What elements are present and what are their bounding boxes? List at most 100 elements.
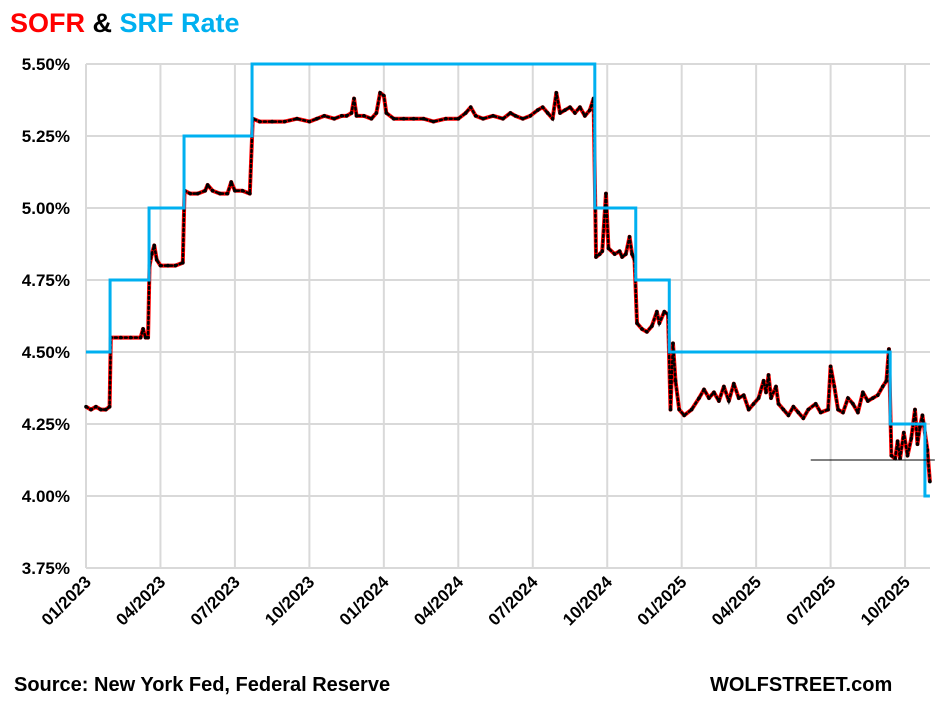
sofr-point — [138, 335, 143, 340]
sofr-point — [697, 396, 701, 400]
sofr-point — [624, 252, 628, 256]
sofr-point — [558, 111, 562, 115]
sofr-point — [468, 105, 473, 109]
source-note: Source: New York Fed, Federal Reserve — [14, 674, 391, 696]
sofr-point — [210, 188, 215, 193]
sofr-point — [597, 252, 602, 256]
sofr-point — [905, 453, 910, 458]
sofr-point — [657, 321, 662, 326]
sofr-point — [689, 407, 694, 412]
y-tick-label: 5.00% — [22, 199, 70, 218]
sofr-point — [736, 396, 741, 400]
sofr-point — [620, 255, 624, 259]
sofr-point — [915, 442, 920, 446]
sofr-point — [776, 402, 781, 406]
x-tick-label: 07/2024 — [485, 572, 542, 629]
sofr-point — [362, 114, 366, 118]
sofr-point — [391, 116, 396, 121]
sofr-point — [732, 381, 736, 386]
sofr-point — [682, 413, 686, 418]
sofr-point — [769, 396, 773, 400]
sofr-point — [677, 407, 681, 412]
sofr-point — [617, 249, 622, 253]
sofr-point — [508, 111, 513, 115]
sofr-point — [832, 384, 837, 389]
sofr-point — [707, 396, 711, 400]
sofr-point — [180, 260, 185, 265]
sofr-point — [583, 114, 587, 118]
sofr-point — [205, 183, 210, 187]
sofr-point — [766, 373, 771, 377]
sofr-point — [444, 116, 448, 121]
sofr-point — [240, 188, 245, 193]
sofr-point — [578, 105, 582, 109]
sofr-point — [84, 404, 88, 409]
sofr-point — [481, 116, 485, 121]
sofr-point — [421, 116, 426, 121]
sofr-point — [645, 330, 649, 334]
y-tick-label: 3.75% — [22, 559, 70, 578]
sofr-point — [928, 479, 932, 484]
sofr-point — [612, 252, 617, 256]
sofr-point — [727, 399, 731, 403]
sofr-point — [861, 390, 865, 395]
sofr-point — [640, 327, 644, 331]
sofr-point — [856, 410, 860, 415]
sofr-point — [282, 119, 287, 124]
sofr-point — [741, 393, 746, 398]
sofr-point — [702, 387, 706, 392]
sofr-point — [650, 324, 654, 328]
x-tick-label: 04/2025 — [708, 572, 765, 629]
sofr-point — [411, 116, 416, 121]
sofr-point — [158, 263, 163, 268]
sofr-point — [884, 379, 889, 383]
sofr-point — [195, 191, 200, 196]
sofr-point — [606, 246, 611, 251]
sofr-point — [902, 430, 906, 435]
sofr-point — [909, 436, 914, 441]
sofr-point — [717, 399, 721, 403]
sofr-point — [887, 347, 891, 351]
sofr-point — [594, 255, 598, 259]
sofr-point — [149, 252, 154, 256]
sofr-point — [513, 114, 518, 118]
sofr-point — [818, 410, 823, 415]
sofr-point — [339, 114, 344, 118]
sofr-point — [756, 396, 761, 400]
sofr-point — [344, 114, 349, 118]
title-srf: SRF Rate — [119, 8, 240, 38]
sofr-point — [248, 191, 252, 196]
sofr-point — [143, 335, 148, 340]
sofr-point — [225, 191, 230, 196]
sofr-point — [913, 407, 917, 412]
sofr-point — [152, 243, 157, 248]
sofr-point — [662, 309, 667, 314]
sofr-point — [836, 407, 840, 412]
sofr-point — [540, 105, 545, 109]
sofr-point — [806, 407, 811, 412]
sofr-point — [352, 96, 356, 101]
sofr-point — [851, 402, 855, 406]
sofr-point — [880, 384, 885, 389]
sofr-point — [801, 416, 806, 421]
sofr-point — [870, 396, 875, 400]
title-sofr: SOFR — [10, 8, 86, 38]
sofr-point — [431, 119, 436, 124]
sofr-point — [774, 384, 778, 389]
sofr-point — [563, 108, 567, 112]
sofr-point — [141, 327, 145, 331]
x-tick-label: 04/2024 — [410, 572, 467, 629]
sofr-point — [257, 119, 262, 124]
sofr-point — [128, 335, 133, 340]
x-tick-label: 10/2024 — [559, 572, 616, 629]
sofr-point — [545, 111, 550, 115]
sofr-point — [456, 116, 461, 121]
sofr-point — [813, 402, 818, 406]
sofr-point — [173, 263, 178, 268]
sofr-point — [673, 379, 678, 383]
x-tick-label: 10/2025 — [857, 572, 914, 629]
sofr-point — [604, 191, 608, 196]
sofr-point — [315, 116, 319, 121]
sofr-point — [188, 191, 193, 196]
